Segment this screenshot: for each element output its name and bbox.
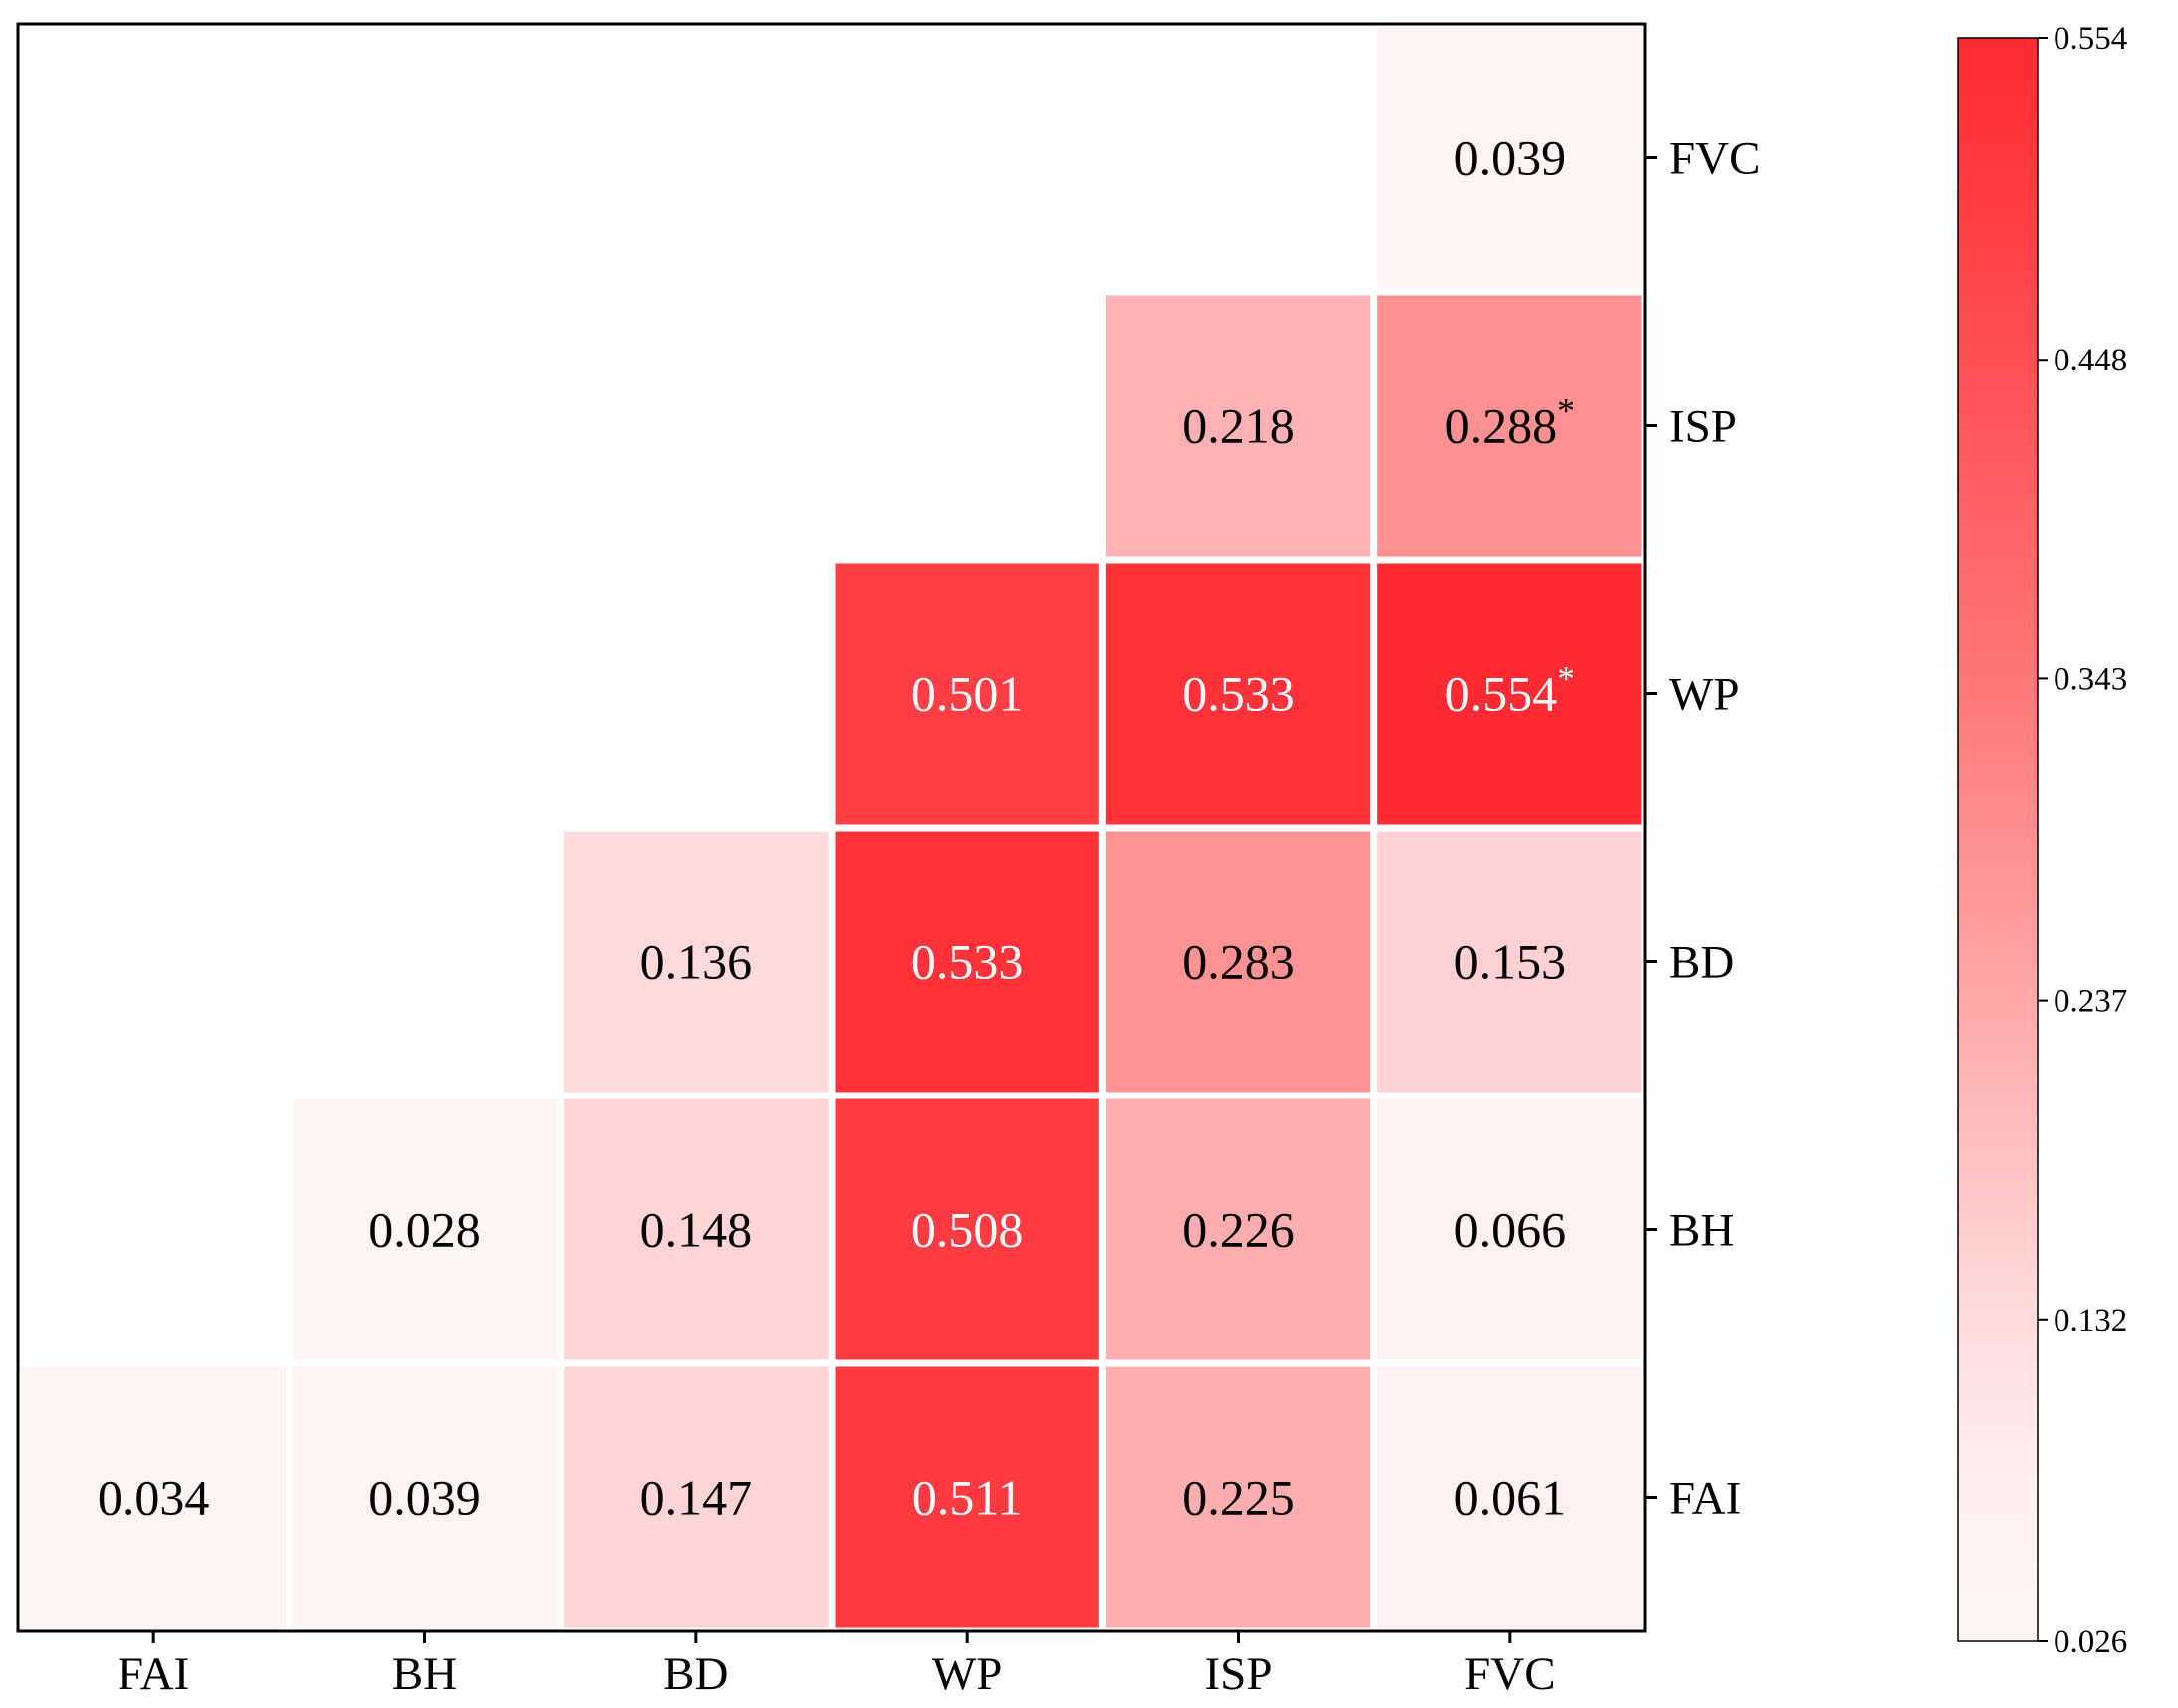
colorbar: 0.554 0.448 0.343 0.237 0.132 0.026 [1957, 21, 2127, 1660]
heatmap-cell-rect [564, 1098, 829, 1360]
x-tick-label-FAI: FAI [118, 1648, 189, 1700]
cell-value-label: 0.148 [640, 1202, 753, 1258]
cell-value-label: 0.288* [1445, 391, 1575, 454]
x-tick-label-BD: BD [663, 1648, 728, 1700]
heatmap-cell-rect [835, 1098, 1099, 1360]
plot-frame [16, 22, 1647, 1633]
cell-value-label: 0.508 [911, 1202, 1024, 1258]
heatmap-cell-rect [835, 563, 1099, 825]
heatmap-cell-BH-FAI: 0.039 [292, 1366, 558, 1628]
cell-value-label: 0.511 [912, 1470, 1023, 1526]
cell-value-label: 0.225 [1182, 1470, 1295, 1526]
heatmap-cell-BD-BH: 0.148 [564, 1098, 829, 1360]
heatmap-cell-rect [564, 831, 829, 1093]
heatmap-cell-WP-BH: 0.508 [835, 1098, 1099, 1360]
cell-value-label: 0.554* [1445, 659, 1575, 722]
heatmap-cell-FVC-FAI: 0.061 [1377, 1366, 1642, 1628]
colorbar-tick-label: 0.448 [2054, 343, 2127, 378]
significance-mark: * [1557, 659, 1574, 699]
heatmap-cell-rect [1105, 831, 1371, 1093]
colorbar-gradient [1958, 38, 2038, 1641]
heatmap-cell-rect [1377, 1366, 1642, 1628]
y-tick-label-ISP: ISP [1669, 401, 1737, 453]
heatmap-cell-ISP-WP: 0.533 [1105, 563, 1371, 825]
heatmap-cell-ISP-ISP: 0.218 [1105, 295, 1371, 557]
heatmap-cell-rect [1105, 1098, 1371, 1360]
x-tick-label-BH: BH [392, 1648, 457, 1700]
y-tick-label-BD: BD [1669, 937, 1734, 989]
heatmap-cell-rect [1105, 563, 1371, 825]
colorbar-tick-label: 0.132 [2054, 1303, 2127, 1339]
heatmap-cell-FVC-BH: 0.066 [1377, 1098, 1642, 1360]
x-tick-label-FVC: FVC [1464, 1648, 1555, 1700]
y-tick-label-BH: BH [1669, 1205, 1734, 1257]
colorbar-tick-label: 0.554 [2054, 21, 2127, 57]
heatmap-cell-ISP-BH: 0.226 [1105, 1098, 1371, 1360]
heatmap-cell-rect [1105, 295, 1371, 557]
heatmap-cell-WP-BD: 0.533 [835, 831, 1099, 1093]
cell-value-label: 0.533 [1182, 666, 1295, 722]
colorbar-tick-label: 0.237 [2054, 984, 2127, 1020]
heatmap-cell-WP-WP: 0.501 [835, 563, 1099, 825]
heatmap-cell-rect [1377, 831, 1642, 1093]
cell-value-label: 0.283 [1182, 934, 1295, 990]
cell-value-label: 0.226 [1182, 1202, 1295, 1258]
cell-value-label: 0.066 [1454, 1202, 1567, 1258]
cell-value-label: 0.039 [1454, 130, 1567, 186]
colorbar-tick-label: 0.026 [2054, 1624, 2127, 1660]
cell-value-label: 0.533 [911, 934, 1024, 990]
x-tick-label-ISP: ISP [1205, 1648, 1273, 1700]
heatmap-cell-rect [292, 1366, 558, 1628]
heatmap-cell-rect [1377, 295, 1642, 557]
heatmap-cell-ISP-FAI: 0.225 [1105, 1366, 1371, 1628]
cell-value-label: 0.501 [911, 666, 1024, 722]
cell-value-label: 0.153 [1454, 934, 1567, 990]
heatmap-cell-ISP-BD: 0.283 [1105, 831, 1371, 1093]
colorbar-tick-label: 0.343 [2054, 661, 2127, 697]
cell-value-label: 0.034 [98, 1470, 210, 1526]
heatmap-cell-FVC-ISP: 0.288* [1377, 295, 1642, 557]
heatmap-cell-rect [1377, 563, 1642, 825]
heatmap-cell-rect [1377, 27, 1642, 289]
cell-value-label: 0.039 [368, 1470, 481, 1526]
heatmap-cell-rect [21, 1366, 286, 1628]
heatmap-cell-FAI-FAI: 0.034 [21, 1366, 286, 1628]
heatmap-cell-FVC-FVC: 0.039 [1377, 27, 1642, 289]
heatmap-cell-BD-BD: 0.136 [564, 831, 829, 1093]
cell-value-label: 0.218 [1182, 398, 1295, 454]
heatmap-cell-BH-BH: 0.028 [292, 1098, 558, 1360]
x-tick-label-WP: WP [932, 1648, 1003, 1700]
colorbar-frame [1957, 37, 2039, 1642]
significance-mark: * [1557, 391, 1574, 431]
heatmap-cell-WP-FAI: 0.511 [835, 1366, 1099, 1628]
heatmap-cell-BD-FAI: 0.147 [564, 1366, 829, 1628]
heatmap-cell-rect [1377, 1098, 1642, 1360]
heatmap-cells: 0.034 0.039 0.147 0.511 0.225 0.061 0.028 0.148… [21, 27, 1642, 1628]
heatmap-cell-rect [1105, 1366, 1371, 1628]
cell-value-label: 0.147 [640, 1470, 753, 1526]
cell-value-label: 0.061 [1454, 1470, 1567, 1526]
heatmap-cell-FVC-BD: 0.153 [1377, 831, 1642, 1093]
heatmap-cell-rect [564, 1366, 829, 1628]
heatmap-cell-rect [835, 831, 1099, 1093]
heatmap-axes: FAI BH BD WP ISP FVC FAI BH BD WP ISP FVC [16, 22, 1760, 1700]
heatmap-cell-FVC-WP: 0.554* [1377, 563, 1642, 825]
heatmap-cell-rect [835, 1366, 1099, 1628]
y-tick-label-FAI: FAI [1669, 1473, 1741, 1525]
y-tick-label-WP: WP [1669, 669, 1740, 721]
y-tick-label-FVC: FVC [1669, 133, 1760, 185]
cell-value-label: 0.028 [368, 1202, 481, 1258]
heatmap-cell-rect [292, 1098, 558, 1360]
cell-value-label: 0.136 [640, 934, 753, 990]
